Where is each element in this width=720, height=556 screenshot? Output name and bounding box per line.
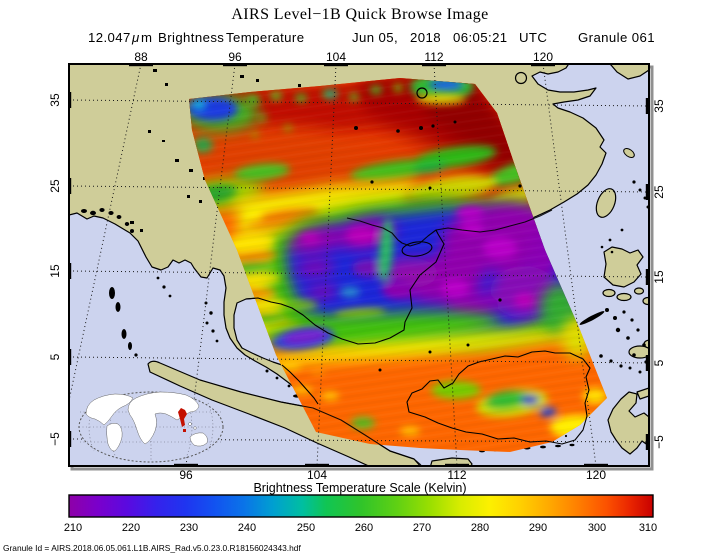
svg-text:270: 270 <box>413 522 431 534</box>
svg-text:250: 250 <box>297 522 315 534</box>
svg-text:120: 120 <box>533 50 553 64</box>
svg-text:310: 310 <box>639 522 657 534</box>
svg-text:260: 260 <box>355 522 373 534</box>
svg-text:35: 35 <box>652 99 666 113</box>
svg-text:104: 104 <box>307 468 327 482</box>
svg-text:25: 25 <box>652 185 666 199</box>
svg-text:220: 220 <box>122 522 140 534</box>
svg-text:Granule Id = AIRS.2018.06.05.0: Granule Id = AIRS.2018.06.05.061.L1B.AIR… <box>3 543 301 553</box>
svg-text:112: 112 <box>424 50 443 64</box>
svg-text:96: 96 <box>179 468 193 482</box>
svg-text:Brightness Temperature Scale (: Brightness Temperature Scale (Kelvin) <box>253 481 466 495</box>
svg-text:280: 280 <box>471 522 489 534</box>
svg-text:290: 290 <box>529 522 547 534</box>
svg-text:96: 96 <box>228 50 242 64</box>
svg-text:35: 35 <box>48 93 62 107</box>
svg-text:25: 25 <box>48 179 62 193</box>
svg-text:5: 5 <box>652 359 666 366</box>
svg-text:−5: −5 <box>48 432 62 446</box>
svg-text:15: 15 <box>652 270 666 284</box>
svg-text:AIRS Level−1B Quick Browse Ima: AIRS Level−1B Quick Browse Image <box>231 6 488 23</box>
svg-text:112: 112 <box>447 468 466 482</box>
svg-text:−5: −5 <box>652 435 666 449</box>
svg-text:88: 88 <box>134 50 148 64</box>
svg-text:104: 104 <box>326 50 346 64</box>
svg-text:120: 120 <box>586 468 606 482</box>
svg-text:210: 210 <box>64 522 82 534</box>
svg-text:300: 300 <box>588 522 606 534</box>
svg-text:230: 230 <box>180 522 198 534</box>
svg-text:5: 5 <box>48 353 62 360</box>
svg-text:15: 15 <box>48 264 62 278</box>
svg-text:240: 240 <box>238 522 256 534</box>
